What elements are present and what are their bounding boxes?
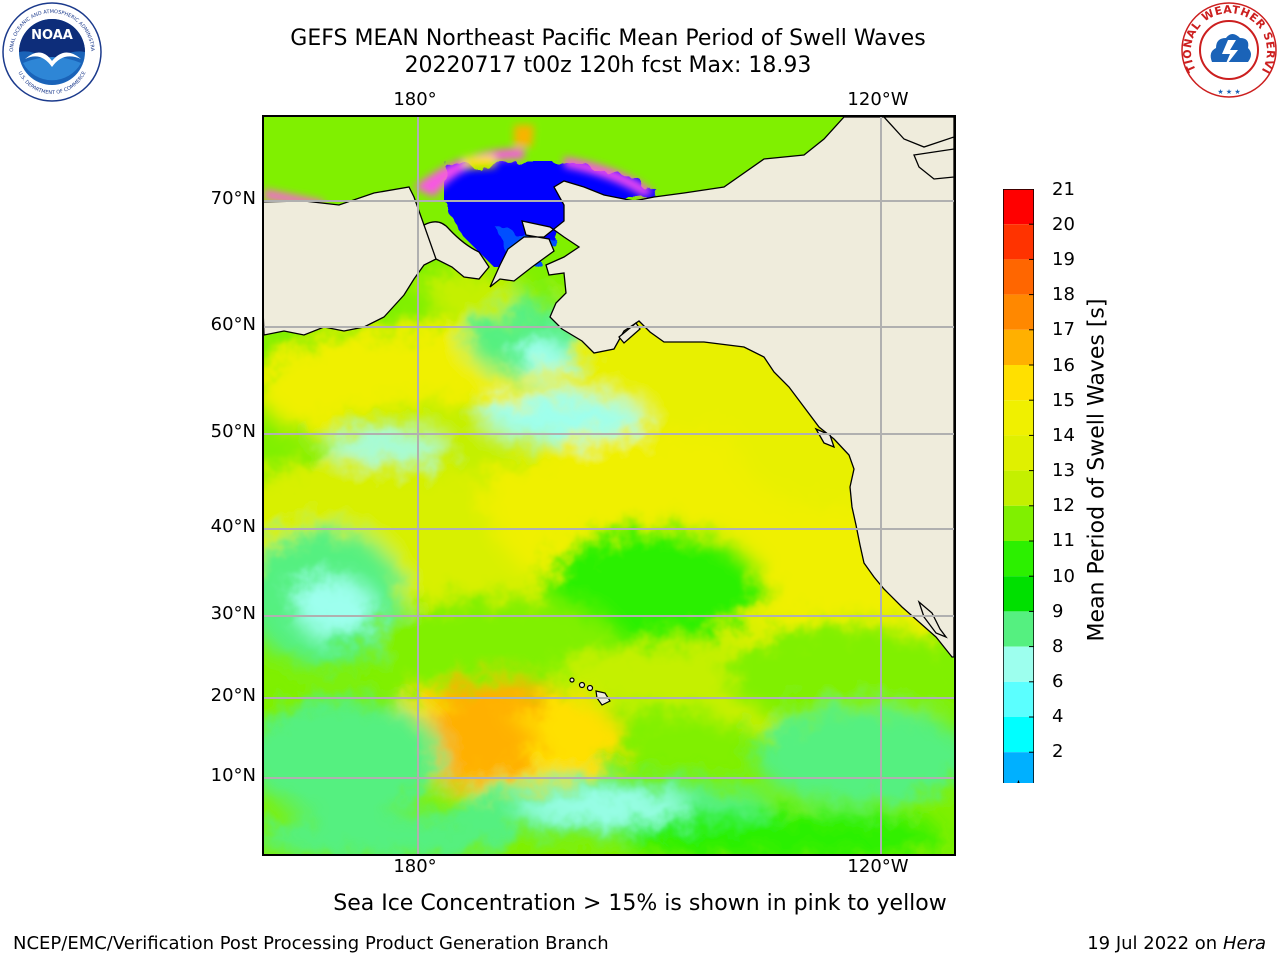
colorbar-segment [1003, 224, 1034, 260]
colorbar-axis-title: Mean Period of Swell Waves [s] [1084, 298, 1110, 642]
colorbar-tick-13: 13 [1052, 460, 1075, 481]
colorbar-segment [1003, 505, 1034, 541]
colorbar-tick-14: 14 [1052, 425, 1075, 446]
credit-branch: NCEP/EMC/Verification Post Processing Pr… [13, 933, 609, 954]
noaa-logo: NOAA NATIONAL OCEANIC AND ATMOSPHERIC AD… [0, 0, 103, 103]
lat-label-30n: 30°N [210, 603, 256, 624]
colorbar-segment [1003, 717, 1034, 753]
colorbar-segment [1003, 611, 1034, 647]
colorbar-tick-15: 15 [1052, 390, 1075, 411]
lat-label-60n: 60°N [210, 314, 256, 335]
colorbar-tick-21: 21 [1052, 179, 1075, 200]
lon-label-top-120w: 120°W [847, 89, 909, 110]
colorbar-segment [1003, 435, 1034, 471]
nws-logo: NATIONAL WEATHER SERVICE ★ ★ ★ [1173, 0, 1280, 102]
colorbar-segment [1003, 541, 1034, 577]
colorbar-segment [1003, 294, 1034, 330]
svg-text:★ ★ ★: ★ ★ ★ [1217, 88, 1240, 96]
colorbar-svg [1002, 188, 1035, 858]
colorbar-segment [1003, 259, 1034, 295]
map-svg [264, 117, 954, 854]
colorbar-segment [1003, 329, 1034, 365]
colorbar-segment [1003, 576, 1034, 612]
colorbar-tick-9: 9 [1052, 601, 1064, 622]
credit-date: 19 Jul 2022 on [1087, 933, 1223, 954]
lat-label-10n: 10°N [210, 765, 256, 786]
colorbar-tick-18: 18 [1052, 284, 1075, 305]
graticule [264, 117, 954, 854]
colorbar-segment [1003, 365, 1034, 401]
colorbar-tick-16: 16 [1052, 355, 1075, 376]
chart-title: GEFS MEAN Northeast Pacific Mean Period … [290, 26, 926, 51]
colorbar-segment [1003, 646, 1034, 682]
colorbar-segment [1003, 470, 1034, 506]
colorbar-tick-2: 2 [1052, 741, 1064, 762]
colorbar-segment [1003, 189, 1034, 225]
sea-ice-footnote: Sea Ice Concentration > 15% is shown in … [333, 891, 947, 916]
lon-label-top-180: 180° [393, 89, 437, 110]
colorbar-tick-17: 17 [1052, 319, 1075, 340]
colorbar [1002, 188, 1035, 858]
lon-label-bottom-180: 180° [393, 856, 437, 877]
colorbar-segment [1003, 681, 1034, 717]
noaa-logo-text: NOAA [31, 28, 73, 43]
colorbar-tick-8: 8 [1052, 636, 1064, 657]
lat-label-50n: 50°N [210, 421, 256, 442]
lat-label-40n: 40°N [210, 516, 256, 537]
colorbar-tick-4: 4 [1052, 706, 1064, 727]
colorbar-tick-19: 19 [1052, 249, 1075, 270]
colorbar-tick-20: 20 [1052, 214, 1075, 235]
chart-subtitle: 20220717 t00z 120h fcst Max: 18.93 [404, 53, 812, 78]
credit-host: Hera [1222, 933, 1266, 954]
lat-label-20n: 20°N [210, 685, 256, 706]
colorbar-tick-11: 11 [1052, 530, 1075, 551]
map-panel [262, 115, 956, 856]
colorbar-tick-6: 6 [1052, 671, 1064, 692]
lon-label-bottom-120w: 120°W [847, 856, 909, 877]
credit-date-host: 19 Jul 2022 on Hera [1087, 933, 1266, 954]
colorbar-segment [1003, 752, 1034, 788]
colorbar-tick-12: 12 [1052, 495, 1075, 516]
lat-label-70n: 70°N [210, 188, 256, 209]
colorbar-tick-10: 10 [1052, 566, 1075, 587]
colorbar-segment [1003, 400, 1034, 436]
